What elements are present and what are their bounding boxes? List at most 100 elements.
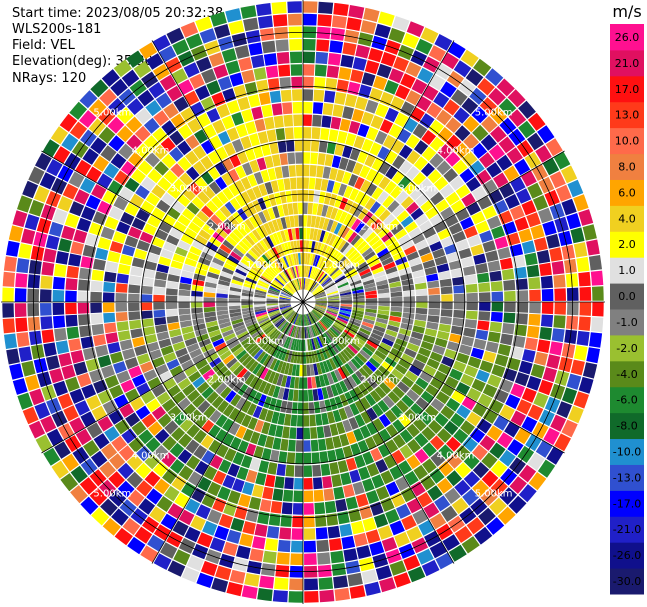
velocity-gate [243,17,259,32]
velocity-gate [543,427,560,445]
velocity-gate [168,267,182,276]
velocity-gate [400,101,415,117]
velocity-gate [315,527,328,540]
velocity-gate [493,172,509,188]
velocity-gate [273,316,284,325]
velocity-gate [316,349,323,362]
velocity-gate [486,215,502,230]
velocity-gate [245,358,256,370]
velocity-gate [339,197,349,210]
velocity-gate [191,302,203,308]
velocity-gate [325,285,337,292]
velocity-gate [360,324,373,332]
velocity-gate [299,364,303,377]
velocity-gate [353,295,365,300]
velocity-gate [394,531,410,548]
velocity-gate [324,283,336,291]
velocity-gate [447,41,466,59]
velocity-gate [280,293,292,299]
velocity-gate [359,268,371,277]
velocity-gate [141,413,157,428]
velocity-gate [208,329,221,338]
velocity-gate [318,438,327,451]
velocity-gate [452,159,468,175]
velocity-gate [440,206,455,220]
velocity-gate [267,221,276,233]
velocity-gate [197,191,210,205]
velocity-gate [167,185,181,200]
velocity-gate [396,399,409,413]
velocity-gate [218,513,233,529]
velocity-gate [425,206,439,220]
velocity-gate [380,497,395,512]
velocity-gate [579,302,592,316]
velocity-gate [310,215,317,228]
velocity-gate [264,252,274,263]
velocity-gate [97,416,113,432]
velocity-gate [416,548,434,565]
velocity-gate [229,154,241,168]
velocity-gate [295,164,303,177]
velocity-gate [333,273,344,282]
velocity-gate [287,1,302,13]
velocity-gate [140,361,154,374]
velocity-gate [377,346,390,356]
velocity-gate [293,240,298,253]
velocity-gate [264,474,276,488]
velocity-gate [245,252,257,263]
velocity-gate [353,298,365,302]
velocity-gate [280,306,292,312]
velocity-gate [95,247,109,261]
velocity-gate [267,168,277,181]
velocity-gate [293,389,299,402]
velocity-gate [295,278,300,290]
velocity-gate [365,308,377,314]
velocity-gate [181,359,194,371]
velocity-gate [235,165,247,179]
velocity-gate [423,364,437,377]
velocity-gate [326,372,335,385]
velocity-gate [350,358,362,370]
colorbar-segment [610,24,644,51]
velocity-gate [293,339,298,351]
velocity-gate [537,125,555,144]
velocity-gate [303,76,314,89]
velocity-gate [288,282,296,293]
velocity-gate [52,276,66,290]
velocity-gate [384,180,397,195]
velocity-gate [161,153,177,169]
velocity-gate [295,339,300,351]
velocity-gate [222,474,236,489]
velocity-gate [494,236,509,250]
velocity-gate [256,157,267,171]
velocity-gate [125,388,140,402]
velocity-gate [326,290,339,296]
velocity-gate [115,302,128,312]
velocity-gate [351,286,364,292]
velocity-gate [334,275,346,283]
velocity-gate [290,540,303,553]
azimuth-spoke [302,150,565,303]
velocity-gate [427,280,440,289]
velocity-gate [401,239,414,251]
velocity-gate [255,227,265,239]
velocity-gate [449,333,462,344]
azimuth-spoke [151,301,304,564]
velocity-gate [276,463,286,476]
velocity-gate [268,265,278,276]
velocity-gate [242,205,253,218]
velocity-gate [107,251,121,263]
velocity-gate [219,243,232,254]
velocity-gate [499,257,513,270]
velocity-gate [166,207,181,220]
velocity-gate [131,421,147,436]
velocity-gate [337,367,347,380]
velocity-gate [408,364,422,377]
velocity-gate [289,39,302,51]
velocity-gate [261,143,271,157]
velocity-gate [413,464,428,480]
velocity-gate [287,254,294,267]
velocity-gate [88,222,103,236]
velocity-gate [252,391,263,405]
velocity-gate [261,254,272,265]
